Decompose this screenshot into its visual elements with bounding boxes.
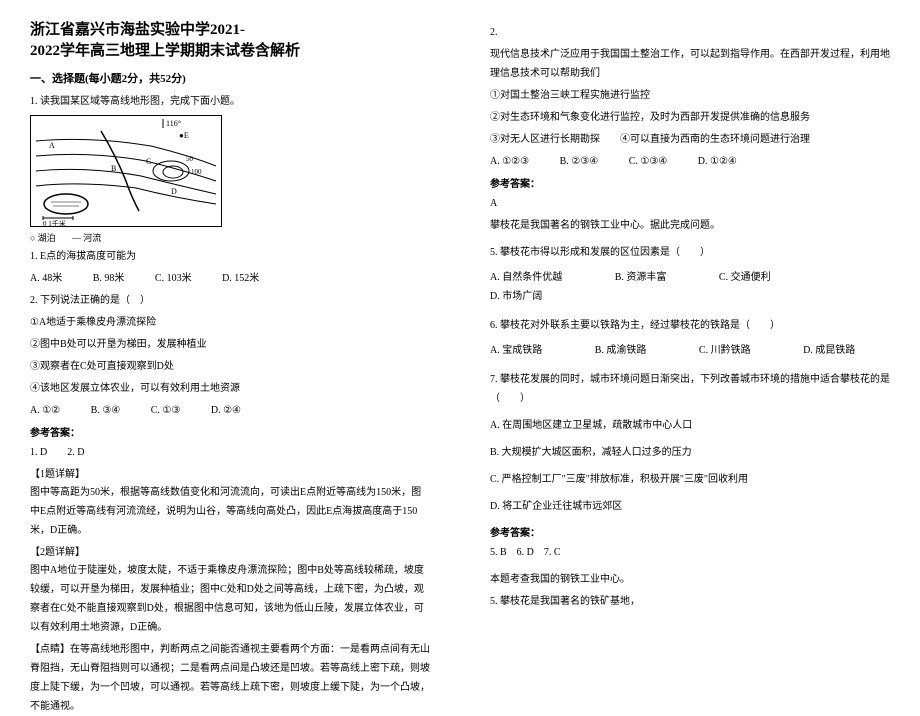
- lon-label: 116°: [166, 119, 181, 128]
- q1-1-opt-b: B. 98米: [93, 269, 125, 288]
- q6-opt-b: B. 成渝铁路: [595, 341, 647, 360]
- q2-num: 2.: [490, 23, 890, 42]
- answer-heading-3: 参考答案：: [490, 524, 890, 539]
- q7-opt-c: C. 严格控制工厂"三废"排放标准，积极开展"三废"回收利用: [490, 470, 890, 489]
- right-column: 2. 现代信息技术广泛应用于我国国土整治工作，可以起到指导作用。在西部开发过程，…: [460, 0, 920, 651]
- q1-2-opt-d: D. ②④: [211, 401, 241, 420]
- q1-2-opt4: ④该地区发展立体农业，可以有效利用土地资源: [30, 379, 430, 398]
- answer-heading-1: 参考答案：: [30, 424, 430, 439]
- label-b: B: [111, 164, 116, 173]
- q1-1-opt-a: A. 48米: [30, 269, 62, 288]
- left-column: 浙江省嘉兴市海盐实验中学2021- 2022学年高三地理上学期期末试卷含解析 一…: [0, 0, 460, 651]
- q6-opt-a: A. 宝成铁路: [490, 341, 542, 360]
- q5-opt-d: D. 市场广阔: [490, 287, 542, 306]
- q1-2-opt-c: C. ①③: [151, 401, 181, 420]
- q2-opt1: ①对国土整治三峡工程实施进行监控: [490, 86, 890, 105]
- q1-2: 2. 下列说法正确的是（ ）: [30, 291, 430, 310]
- explain-2-p1: 图中A地位于陡崖处，坡度太陡，不适于乘橡皮舟漂流探险；图中B处等高线较稀疏，坡度…: [30, 561, 430, 637]
- doc-title: 浙江省嘉兴市海盐实验中学2021- 2022学年高三地理上学期期末试卷含解析: [30, 20, 430, 62]
- q6: 6. 攀枝花对外联系主要以铁路为主，经过攀枝花的铁路是（ ）: [490, 316, 890, 335]
- q567-intro: 攀枝花是我国著名的钢铁工业中心。据此完成问题。: [490, 216, 890, 235]
- q6-opt-d: D. 成昆铁路: [803, 341, 855, 360]
- page-container: 浙江省嘉兴市海盐实验中学2021- 2022学年高三地理上学期期末试卷含解析 一…: [0, 0, 920, 651]
- explain-1-head: 【1题详解】: [30, 465, 430, 480]
- q2-opt-b: B. ②③④: [560, 152, 599, 171]
- q6-options: A. 宝成铁路 B. 成渝铁路 C. 川黔铁路 D. 成昆铁路: [490, 341, 890, 360]
- q2-opt-c: C. ①③④: [629, 152, 668, 171]
- q1-2-opt3: ③观察者在C处可直接观察到D处: [30, 357, 430, 376]
- contour-100: 100: [191, 168, 202, 176]
- q2-opt2: ②对生态环境和气象变化进行监控，及时为西部开发提供准确的信息服务: [490, 108, 890, 127]
- q5-opt-c: C. 交通便利: [719, 268, 771, 287]
- q1-2-opt-a: A. ①②: [30, 401, 60, 420]
- map-legend: ○ 湖泊 — 河流: [30, 231, 430, 244]
- answer-1: 1. D 2. D: [30, 443, 430, 462]
- q1-2-options: A. ①② B. ③④ C. ①③ D. ②④: [30, 401, 430, 420]
- q5-options: A. 自然条件优越 B. 资源丰富 C. 交通便利 D. 市场广阔: [490, 268, 890, 306]
- q5: 5. 攀枝花市得以形成和发展的区位因素是（ ）: [490, 243, 890, 262]
- legend-lake: ○ 湖泊: [30, 233, 56, 243]
- title-line-1: 浙江省嘉兴市海盐实验中学2021-: [30, 22, 245, 38]
- contour-50: 50: [186, 155, 194, 163]
- explain-2-head: 【2题详解】: [30, 543, 430, 558]
- legend-river: — 河流: [72, 233, 101, 243]
- q7-opt-a: A. 在周围地区建立卫星城，疏散城市中心人口: [490, 416, 890, 435]
- contour-map: 116° ●E 50 100 A: [30, 115, 222, 227]
- scale-label: 0 1千米: [43, 219, 66, 226]
- q1-1: 1. E点的海拔高度可能为: [30, 247, 430, 266]
- q1-1-opt-d: D. 152米: [222, 269, 259, 288]
- conclusion-2: 5. 攀枝花是我国著名的铁矿基地，: [490, 592, 890, 611]
- q7-opt-d: D. 将工矿企业迁往城市远郊区: [490, 497, 890, 516]
- section-heading: 一、选择题(每小题2分，共52分): [30, 70, 430, 86]
- answer-2: A: [490, 194, 890, 213]
- q1-2-opt2: ②图中B处可以开垦为梯田，发展种植业: [30, 335, 430, 354]
- q2-opt3: ③对无人区进行长期勘探 ④可以直接为西南的生态环境问题进行治理: [490, 130, 890, 149]
- conclusion-1: 本题考查我国的钢铁工业中心。: [490, 570, 890, 589]
- explain-1: 图中等高距为50米，根据等高线数值变化和河流流向，可读出E点附近等高线为150米…: [30, 483, 430, 540]
- q1-2-opt1: ①A地适于乘橡皮舟漂流探险: [30, 313, 430, 332]
- q2-options: A. ①②③ B. ②③④ C. ①③④ D. ①②④: [490, 152, 890, 171]
- label-d: D: [171, 187, 177, 196]
- q1-2-opt-b: B. ③④: [91, 401, 121, 420]
- q7: 7. 攀枝花发展的同时，城市环境问题日渐突出，下列改善城市环境的措施中适合攀枝花…: [490, 370, 890, 408]
- q2-opt-d: D. ①②④: [698, 152, 737, 171]
- point-e: ●E: [179, 131, 189, 140]
- q1-1-opt-c: C. 103米: [155, 269, 192, 288]
- answer-567: 5. B 6. D 7. C: [490, 543, 890, 562]
- q5-opt-a: A. 自然条件优越: [490, 268, 562, 287]
- q1-intro: 1. 读我国某区域等高线地形图，完成下面小题。: [30, 92, 430, 111]
- label-a: A: [49, 141, 55, 150]
- q2-text: 现代信息技术广泛应用于我国国土整治工作，可以起到指导作用。在西部开发过程，利用地…: [490, 45, 890, 83]
- q5-opt-b: B. 资源丰富: [615, 268, 667, 287]
- q1-1-options: A. 48米 B. 98米 C. 103米 D. 152米: [30, 269, 430, 288]
- q2-opt-a: A. ①②③: [490, 152, 529, 171]
- title-line-2: 2022学年高三地理上学期期末试卷含解析: [30, 43, 300, 59]
- label-c: C: [146, 157, 151, 166]
- map-svg: 116° ●E 50 100 A: [31, 116, 221, 226]
- q6-opt-c: C. 川黔铁路: [699, 341, 751, 360]
- answer-heading-2: 参考答案：: [490, 175, 890, 190]
- explain-2-p2: 【点睛】在等高线地形图中，判断两点之间能否通视主要看两个方面：一是看两点间有无山…: [30, 640, 430, 716]
- q7-opt-b: B. 大规模扩大城区面积，减轻人口过多的压力: [490, 443, 890, 462]
